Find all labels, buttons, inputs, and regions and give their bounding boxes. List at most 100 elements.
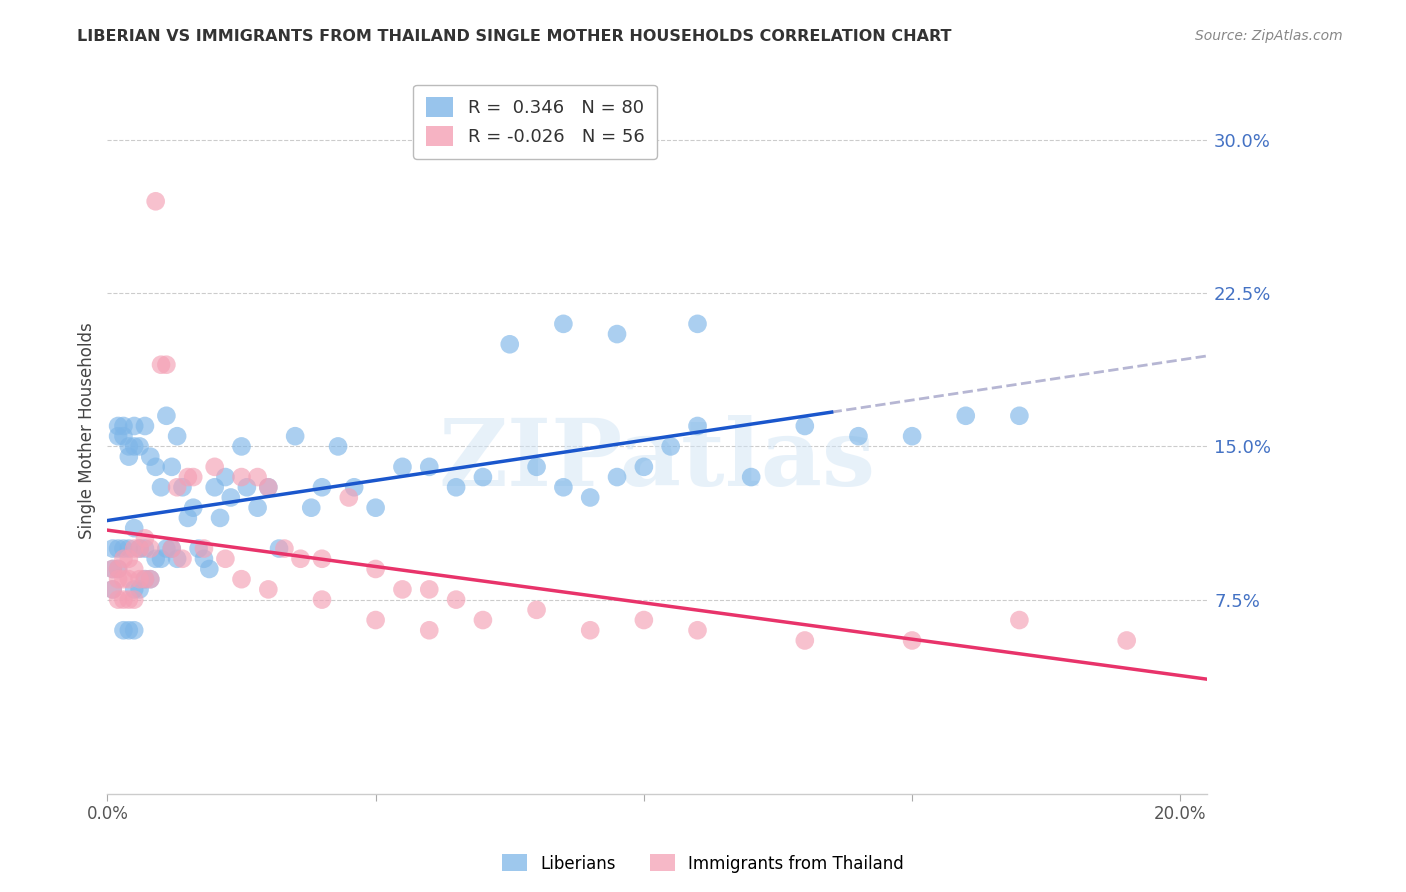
Text: LIBERIAN VS IMMIGRANTS FROM THAILAND SINGLE MOTHER HOUSEHOLDS CORRELATION CHART: LIBERIAN VS IMMIGRANTS FROM THAILAND SIN…	[77, 29, 952, 44]
Point	[579, 491, 602, 505]
Point	[418, 624, 440, 638]
Point	[364, 613, 387, 627]
Point	[553, 317, 575, 331]
Point	[326, 439, 349, 453]
Point	[299, 500, 322, 515]
Point	[343, 480, 366, 494]
Point	[257, 480, 280, 494]
Point	[128, 541, 150, 556]
Point	[122, 592, 145, 607]
Point	[145, 551, 167, 566]
Point	[150, 358, 173, 372]
Point	[112, 592, 135, 607]
Point	[187, 541, 209, 556]
Point	[686, 317, 709, 331]
Point	[155, 541, 177, 556]
Point	[659, 439, 682, 453]
Point	[418, 459, 440, 474]
Point	[499, 337, 522, 351]
Point	[112, 419, 135, 434]
Point	[901, 633, 924, 648]
Point	[128, 541, 150, 556]
Point	[122, 562, 145, 576]
Point	[901, 429, 924, 443]
Point	[118, 624, 141, 638]
Point	[139, 572, 162, 586]
Point	[150, 551, 173, 566]
Point	[311, 592, 333, 607]
Legend: R =  0.346   N = 80, R = -0.026   N = 56: R = 0.346 N = 80, R = -0.026 N = 56	[413, 85, 657, 159]
Point	[134, 572, 156, 586]
Point	[337, 491, 360, 505]
Point	[166, 480, 188, 494]
Point	[118, 439, 141, 453]
Point	[284, 429, 307, 443]
Point	[107, 541, 129, 556]
Point	[122, 419, 145, 434]
Point	[273, 541, 295, 556]
Point	[122, 624, 145, 638]
Point	[209, 511, 232, 525]
Point	[198, 562, 221, 576]
Point	[257, 582, 280, 597]
Point	[290, 551, 312, 566]
Point	[112, 429, 135, 443]
Point	[177, 470, 200, 484]
Point	[1008, 613, 1031, 627]
Point	[471, 613, 494, 627]
Point	[391, 582, 413, 597]
Point	[107, 562, 129, 576]
Point	[128, 439, 150, 453]
Point	[686, 419, 709, 434]
Point	[160, 459, 183, 474]
Point	[112, 572, 135, 586]
Point	[267, 541, 290, 556]
Point	[793, 633, 815, 648]
Point	[311, 551, 333, 566]
Point	[128, 572, 150, 586]
Point	[166, 551, 188, 566]
Point	[172, 551, 194, 566]
Point	[444, 592, 467, 607]
Point	[112, 624, 135, 638]
Point	[257, 480, 280, 494]
Point	[231, 470, 253, 484]
Point	[118, 541, 141, 556]
Point	[139, 572, 162, 586]
Point	[150, 480, 173, 494]
Point	[155, 358, 177, 372]
Point	[214, 551, 236, 566]
Point	[793, 419, 815, 434]
Point	[553, 480, 575, 494]
Point	[118, 572, 141, 586]
Point	[246, 500, 269, 515]
Point	[134, 532, 156, 546]
Point	[145, 459, 167, 474]
Point	[172, 480, 194, 494]
Point	[118, 551, 141, 566]
Point	[231, 572, 253, 586]
Point	[955, 409, 977, 423]
Point	[118, 450, 141, 464]
Point	[391, 459, 413, 474]
Point	[101, 582, 124, 597]
Point	[107, 429, 129, 443]
Point	[364, 562, 387, 576]
Point	[134, 541, 156, 556]
Point	[166, 429, 188, 443]
Text: Source: ZipAtlas.com: Source: ZipAtlas.com	[1195, 29, 1343, 43]
Point	[1115, 633, 1137, 648]
Point	[1008, 409, 1031, 423]
Point	[579, 624, 602, 638]
Point	[122, 521, 145, 535]
Point	[134, 572, 156, 586]
Point	[471, 470, 494, 484]
Point	[122, 582, 145, 597]
Point	[740, 470, 762, 484]
Point	[214, 470, 236, 484]
Point	[118, 592, 141, 607]
Point	[101, 562, 124, 576]
Point	[101, 541, 124, 556]
Point	[193, 551, 215, 566]
Point	[134, 419, 156, 434]
